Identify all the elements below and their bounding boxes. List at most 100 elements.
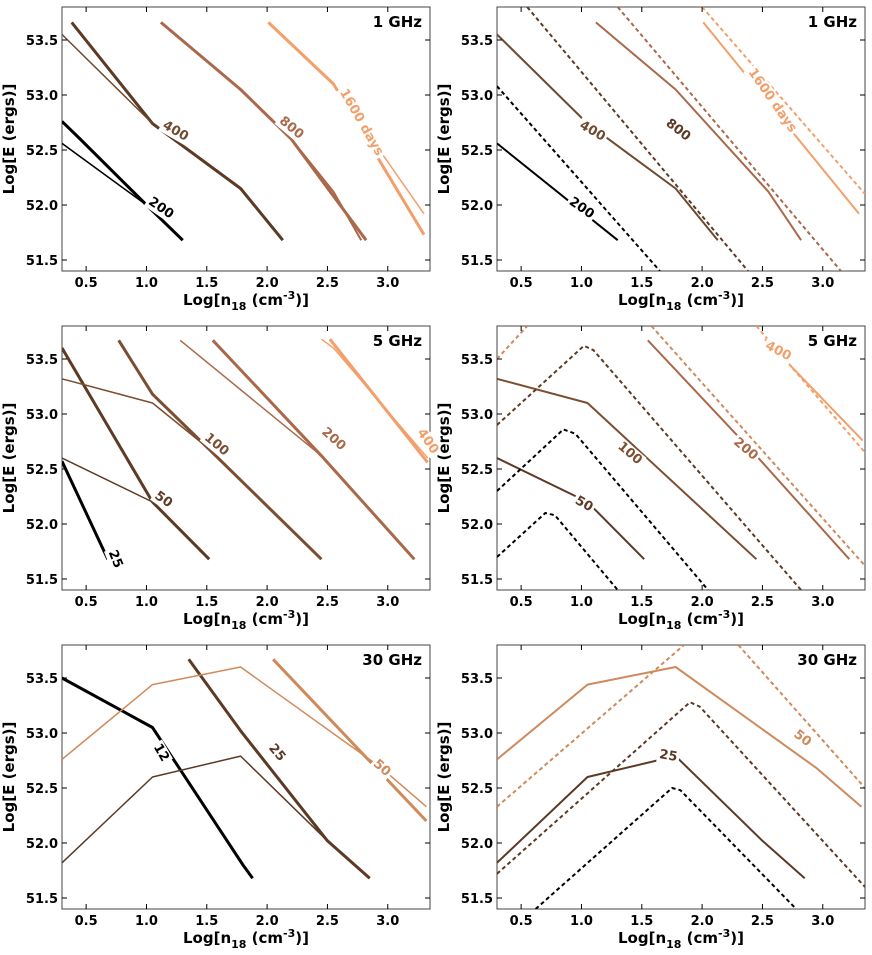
- series-line: [62, 755, 371, 879]
- y-axis-label: Log[E (ergs)]: [0, 722, 18, 833]
- y-tick-label: 53.5: [26, 672, 58, 687]
- contour-label: 25: [658, 747, 678, 765]
- series-line: [650, 326, 865, 567]
- y-tick-label: 52.5: [26, 782, 58, 797]
- y-tick-label: 51.5: [461, 254, 493, 269]
- series-line: [117, 339, 323, 561]
- x-tick-label: 3.0: [811, 595, 834, 610]
- series-line: [497, 666, 863, 808]
- y-tick-label: 52.0: [461, 199, 493, 214]
- y-tick-label: 53.5: [26, 34, 58, 49]
- y-axis-label: Log[E (ergs)]: [0, 403, 18, 514]
- x-tick-label: 1.5: [630, 914, 653, 929]
- series-line: [497, 645, 685, 808]
- x-tick-label: 2.5: [751, 595, 774, 610]
- series-line: [290, 138, 363, 241]
- series-line: [737, 645, 865, 789]
- y-axis-label: Log[E (ergs)]: [435, 84, 453, 195]
- x-tick-label: 1.5: [195, 914, 218, 929]
- y-tick-label: 52.0: [26, 518, 58, 533]
- series-line: [62, 33, 154, 125]
- y-tick-label: 51.5: [461, 573, 493, 588]
- y-tick-label: 53.0: [461, 727, 493, 742]
- x-tick-label: 1.5: [630, 276, 653, 291]
- x-tick-label: 1.5: [630, 595, 653, 610]
- x-tick-label: 2.0: [256, 595, 279, 610]
- x-tick-label: 0.5: [510, 595, 533, 610]
- y-tick-label: 51.5: [26, 573, 58, 588]
- series-line: [62, 666, 427, 808]
- x-axis-label: Log[n18 (cm-3)]: [183, 289, 309, 313]
- series-line: [497, 33, 719, 241]
- x-tick-label: 2.0: [691, 914, 714, 929]
- y-tick-label: 52.5: [461, 144, 493, 159]
- y-tick-label: 51.5: [461, 892, 493, 907]
- y-tick-label: 52.0: [26, 199, 58, 214]
- y-tick-label: 53.5: [461, 672, 493, 687]
- y-tick-label: 52.5: [461, 463, 493, 478]
- contour-label: 25: [105, 548, 126, 570]
- panel-title: 1 GHz: [373, 13, 423, 31]
- series-line: [62, 676, 254, 880]
- y-tick-label: 53.0: [461, 89, 493, 104]
- x-tick-label: 1.5: [195, 276, 218, 291]
- x-tick-label: 0.5: [75, 276, 98, 291]
- x-axis-label: Log[n18 (cm-3)]: [183, 927, 309, 951]
- x-tick-label: 0.5: [510, 914, 533, 929]
- plot-frame: [61, 644, 431, 910]
- x-tick-label: 2.0: [256, 276, 279, 291]
- x-tick-label: 1.0: [135, 276, 158, 291]
- x-tick-label: 0.5: [510, 276, 533, 291]
- series-line: [497, 701, 865, 888]
- panel-title: 5 GHz: [373, 332, 423, 350]
- contour-label: 1600 days: [745, 66, 800, 136]
- series-line: [62, 142, 184, 241]
- series-line: [497, 85, 661, 271]
- y-tick-label: 53.0: [26, 89, 58, 104]
- y-tick-label: 52.0: [461, 837, 493, 852]
- x-tick-label: 1.0: [570, 914, 593, 929]
- series-line: [159, 21, 368, 242]
- panel-title: 5 GHz: [808, 332, 858, 350]
- series-line: [497, 512, 619, 590]
- series-line: [328, 338, 429, 464]
- x-tick-label: 3.0: [376, 595, 399, 610]
- x-tick-label: 1.0: [570, 276, 593, 291]
- series-line: [497, 326, 528, 360]
- series-line: [595, 21, 802, 241]
- series-line: [616, 7, 842, 271]
- x-tick-label: 1.0: [135, 595, 158, 610]
- plot-frame: [496, 644, 866, 910]
- x-tick-label: 3.0: [811, 914, 834, 929]
- series-line: [187, 658, 371, 880]
- plot-frame: [496, 325, 866, 591]
- panel-title: 30 GHz: [362, 651, 422, 669]
- x-tick-label: 2.0: [256, 914, 279, 929]
- contour-label: 1600 days: [336, 86, 386, 158]
- series-line: [497, 457, 645, 560]
- plot-frame: [496, 6, 866, 272]
- x-axis-label: Log[n18 (cm-3)]: [618, 608, 744, 632]
- series-line: [62, 460, 110, 560]
- series-line: [534, 787, 797, 909]
- x-axis-label: Log[n18 (cm-3)]: [618, 289, 744, 313]
- series-line: [62, 378, 322, 560]
- contour-label: 25: [265, 741, 288, 765]
- series-line: [272, 658, 428, 823]
- y-tick-label: 52.5: [26, 144, 58, 159]
- y-tick-label: 53.5: [461, 34, 493, 49]
- x-tick-label: 2.0: [691, 276, 714, 291]
- y-tick-label: 53.0: [461, 408, 493, 423]
- x-axis-label: Log[n18 (cm-3)]: [183, 608, 309, 632]
- x-tick-label: 2.5: [751, 276, 774, 291]
- series-line: [497, 428, 709, 590]
- y-tick-label: 52.5: [26, 463, 58, 478]
- series-line: [70, 21, 284, 242]
- x-tick-label: 2.5: [751, 914, 774, 929]
